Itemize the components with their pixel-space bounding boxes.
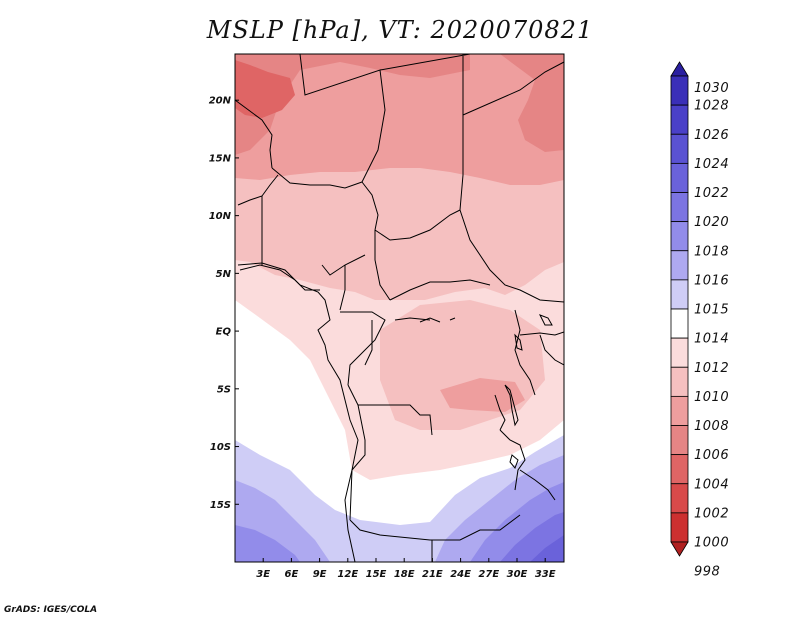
lat-tick-label: 10S: [210, 442, 231, 453]
colorbar-label: 1030: [694, 81, 729, 96]
lon-tick-label: 18E: [394, 569, 415, 580]
colorbar-segment: [670, 104, 689, 135]
colorbar-segment: [670, 366, 689, 397]
colorbar-label: 1022: [694, 186, 729, 201]
country-borders: [235, 54, 564, 562]
band-1022: [530, 535, 564, 562]
band-1008: [235, 54, 564, 185]
colorbar-label: 1024: [694, 157, 729, 172]
colorbar-label: 998: [694, 565, 720, 580]
band-1006-ne: [500, 54, 564, 152]
lat-tick-label: 5N: [216, 269, 232, 280]
colorbar-segment: [670, 541, 689, 557]
colorbar-label: 1018: [694, 244, 729, 259]
colorbar-label: 1000: [694, 536, 729, 551]
colorbar-label: 1014: [694, 332, 729, 347]
band-1018: [235, 525, 300, 562]
lon-tick-label: 15E: [366, 569, 387, 580]
lat-tick-label: 15S: [210, 500, 231, 511]
lat-tick-label: EQ: [216, 327, 232, 338]
lon-tick-label: 9E: [313, 569, 327, 580]
colorbar-segment: [670, 75, 689, 106]
colorbar-segment: [670, 425, 689, 456]
colorbar-segment: [670, 221, 689, 252]
lat-tick-label: 15N: [209, 153, 232, 164]
lat-tick-label: 5S: [217, 384, 231, 395]
band-1006: [235, 54, 470, 155]
lon-tick-label: 27E: [478, 569, 499, 580]
colorbar-segment: [670, 308, 689, 339]
colorbar-segment: [670, 162, 689, 193]
lat-tick-label: 20N: [209, 96, 232, 107]
colorbar-segment: [670, 395, 689, 426]
lon-tick-label: 3E: [256, 569, 270, 580]
colorbar-segment: [670, 279, 689, 310]
lon-tick-label: 30E: [507, 569, 528, 580]
colorbar-label: 1020: [694, 215, 729, 230]
colorbar-label: 1004: [694, 477, 729, 492]
colorbar-label: 1015: [694, 303, 729, 318]
lat-tick-label: 10N: [209, 211, 232, 222]
colorbar-label: 1016: [694, 273, 729, 288]
colorbar-segment: [670, 61, 689, 77]
colorbar-segment: [670, 250, 689, 281]
band-1008-south: [440, 378, 525, 412]
map-title: MSLP [hPa], VT: 2020070821: [206, 16, 594, 44]
border-lines: [235, 54, 564, 562]
lon-tick-label: 33E: [535, 569, 556, 580]
lon-tick-label: 24E: [450, 569, 471, 580]
longitude-axis: 3E 6E 9E 12E 15E 18E 21E 24E 27E 30E 33E: [256, 558, 556, 580]
lake-outlines: [419, 314, 553, 469]
band-1004: [235, 60, 295, 118]
colorbar-label: 1012: [694, 361, 729, 376]
colorbar-label: 1010: [694, 390, 729, 405]
colorbar-label: 1028: [694, 99, 729, 114]
colorbar-segment: [670, 337, 689, 368]
latitude-axis: 20N 15N 10N 5N EQ 5S 10S 15S: [209, 96, 239, 511]
colorbar-segment: [670, 192, 689, 223]
colorbar-label: 1002: [694, 506, 729, 521]
lon-tick-label: 12E: [337, 569, 358, 580]
lon-tick-label: 21E: [422, 569, 443, 580]
colorbar-segment: [670, 512, 689, 543]
colorbar-segment: [670, 483, 689, 514]
pressure-field: [235, 54, 564, 562]
colorbar: 1030 1028 1026 1024 1022 1020 1018 1016 1015 1014…: [670, 61, 729, 580]
colorbar-label: 1026: [694, 128, 729, 143]
lon-tick-label: 6E: [285, 569, 299, 580]
colorbar-segment: [670, 133, 689, 164]
colorbar-label: 1006: [694, 448, 729, 463]
map-frame: [234, 53, 565, 563]
coastline: [237, 262, 359, 562]
colorbar-label: 1008: [694, 419, 729, 434]
colorbar-segment: [670, 454, 689, 485]
grads-credit: GrADS: IGES/COLA: [4, 605, 98, 615]
